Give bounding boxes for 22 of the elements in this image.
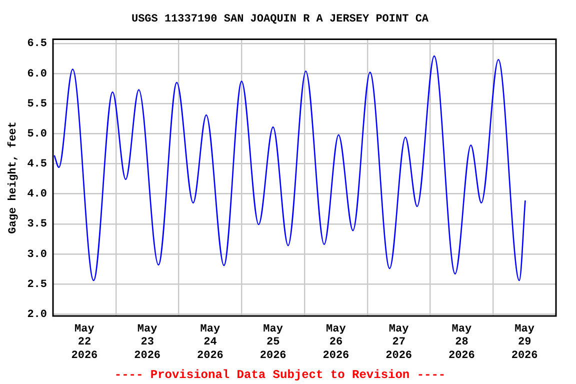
line-series: [54, 55, 526, 282]
chart-title: USGS 11337190 SAN JOAQUIN R A JERSEY POINT CA: [131, 13, 429, 26]
text: ---- Provisional Data Subject to Revision ----: [114, 368, 446, 382]
x-tick-label: May 24 2026: [196, 323, 224, 362]
y-tick-label: 2.5: [27, 278, 48, 291]
x-tick-label: May 23 2026: [134, 323, 161, 362]
y-axis-title: Gage height, feet: [6, 121, 20, 234]
y-tick-label: 5.5: [27, 98, 48, 110]
x-tick-label: May 29 2026: [511, 323, 538, 362]
y-tick-label: 3.0: [27, 248, 48, 261]
y-tick-label: 5.0: [27, 128, 48, 140]
x-tick-label: May 27 2026: [386, 323, 412, 362]
y-tick-label: 2.0: [27, 308, 48, 321]
x-tick-label: May 25 2026: [260, 323, 286, 362]
y-tick-label: 3.5: [27, 218, 48, 231]
y-tick-label: 6.5: [27, 38, 48, 50]
x-tick-label: May 28 2026: [448, 323, 475, 362]
y-tick-label: 4.0: [27, 188, 48, 201]
y-tick-label: 6.0: [27, 68, 48, 80]
x-tick-label: May 26 2026: [322, 323, 350, 362]
y-tick-label: 4.5: [27, 158, 48, 171]
x-tick-label: May 22 2026: [71, 323, 98, 362]
